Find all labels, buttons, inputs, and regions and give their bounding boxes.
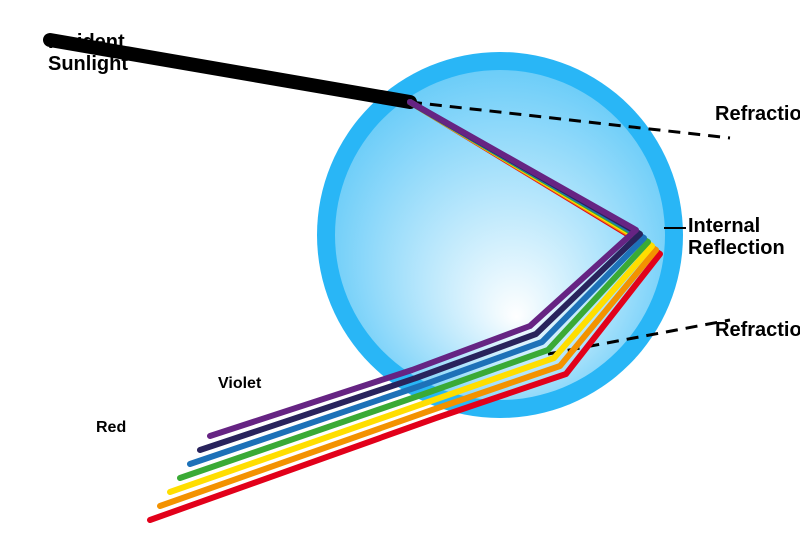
label-refraction_bot: Refraction [715,319,800,341]
rainbow-refraction-diagram: IncidentSunlight Refraction Refraction Inte… [0,0,800,538]
label-red: Red [96,419,126,436]
label-sunlight: IncidentSunlight [48,31,128,75]
label-refraction_top: Refraction [715,103,800,125]
label-violet: Violet [218,375,262,392]
water-drop [335,70,665,400]
label-reflection: InternalReflection [688,215,785,259]
